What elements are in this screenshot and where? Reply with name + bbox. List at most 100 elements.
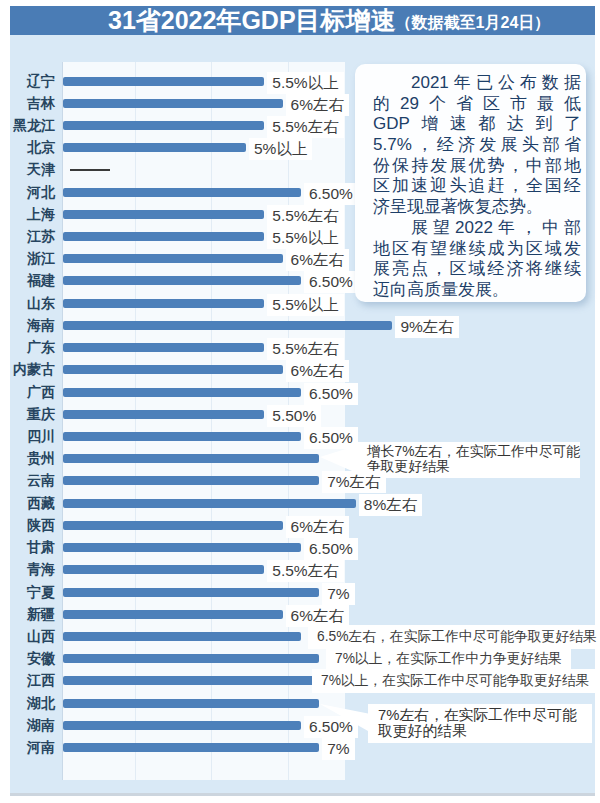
summary-line: 济呈现显著恢复态势。: [373, 197, 581, 218]
province-label: 北京: [0, 139, 55, 157]
province-label: 甘肃: [0, 539, 55, 557]
summary-line: 展亮点，区域经济将继续: [373, 259, 581, 280]
province-label: 重庆: [0, 406, 55, 424]
value-label: 6%左右: [286, 249, 349, 271]
value-label: 5.5%左右: [267, 560, 343, 582]
value-label: 6.50%: [304, 383, 358, 405]
bar: [63, 676, 319, 685]
value-label: 5%以上: [249, 138, 312, 160]
bar: [63, 699, 319, 708]
bar: [63, 121, 264, 130]
bar: [63, 210, 264, 219]
bar: [63, 188, 301, 197]
summary-line: 地区有望继续成为区域发: [373, 239, 581, 260]
province-label: 陕西: [0, 517, 55, 535]
bar: [63, 543, 301, 552]
value-label: 5.50%: [267, 405, 321, 427]
value-label: 6.50%: [304, 538, 358, 560]
province-label: 宁夏: [0, 584, 55, 602]
province-label: 天津: [0, 161, 55, 179]
no-data-dash: [70, 169, 110, 171]
value-label: 5.5%以上: [267, 72, 343, 94]
province-label: 海南: [0, 317, 55, 335]
province-label: 河南: [0, 739, 55, 757]
callout-line: 争取更好结果: [367, 460, 570, 475]
bar: [63, 565, 264, 574]
summary-line: 份保持发展优势，中部地: [373, 156, 581, 177]
callout-line: 7%左右，在实际工作中尽可能: [378, 708, 582, 724]
bar: [63, 610, 283, 619]
province-label: 云南: [0, 472, 55, 490]
value-label: 6.50%: [304, 716, 358, 738]
province-label: 江苏: [0, 228, 55, 246]
province-label: 黑龙江: [0, 117, 55, 135]
value-label: 6.50%: [304, 427, 358, 449]
province-label: 上海: [0, 206, 55, 224]
callout-line: 增长7%左右，在实际工作中尽可能: [367, 445, 570, 460]
bar: [63, 632, 301, 641]
bar: [63, 299, 264, 308]
province-label: 江西: [0, 672, 55, 690]
province-label: 内蒙古: [0, 361, 55, 379]
summary-line: 5.7%，经济发展头部省: [373, 135, 581, 156]
province-label: 福建: [0, 272, 55, 290]
page-title: 31省2022年GDP目标增速: [108, 4, 396, 37]
summary-box: 2021年已公布数据的29个省区市最低GDP增速都达到了5.7%，经济发展头部省…: [355, 64, 586, 302]
bar: [63, 143, 246, 152]
bar: [63, 77, 264, 86]
province-label: 新疆: [0, 606, 55, 624]
title-bar: 31省2022年GDP目标增速 （数据截至1月24日）: [10, 6, 595, 35]
province-label: 山东: [0, 295, 55, 313]
value-label: 5.5%以上: [267, 294, 343, 316]
bar: [63, 343, 264, 352]
value-label: 5.5%以上: [267, 227, 343, 249]
bar: [63, 365, 283, 374]
value-label: 6%左右: [286, 516, 349, 538]
bar: [63, 276, 301, 285]
summary-line: 2021年已公布数据: [373, 73, 581, 94]
province-label: 浙江: [0, 250, 55, 268]
bar: [63, 588, 319, 597]
province-label: 山西: [0, 628, 55, 646]
value-label: 5.5%左右: [267, 205, 343, 227]
summary-line: 展望2022年，中部: [373, 218, 581, 239]
bar: [63, 521, 283, 530]
callout-guizhou: 增长7%左右，在实际工作中尽可能争取更好结果: [352, 442, 580, 478]
province-label: 贵州: [0, 450, 55, 468]
bar: [63, 654, 319, 663]
province-label: 广东: [0, 339, 55, 357]
panel-bottom-edge: [10, 793, 595, 796]
bar: [63, 99, 283, 108]
bar: [63, 232, 264, 241]
bar: [63, 454, 319, 463]
value-label: 6.5%左右，在实际工作中尽可能争取更好结果: [308, 625, 600, 649]
value-label: 6.50%: [304, 271, 358, 293]
province-label: 安徽: [0, 650, 55, 668]
summary-line: GDP增速都达到了: [373, 114, 581, 135]
province-label: 青海: [0, 561, 55, 579]
summary-line: 区加速迎头追赶，全国经: [373, 176, 581, 197]
infographic-page: 31省2022年GDP目标增速 （数据截至1月24日） 辽宁5.5%以上吉林6%…: [0, 0, 600, 803]
province-label: 湖南: [0, 717, 55, 735]
summary-line: 的29个省区市最低: [373, 94, 581, 115]
value-label: 7%左右: [322, 471, 385, 493]
summary-line: 迈向高质量发展。: [373, 280, 581, 301]
value-label: 7%以上，在实际工作中力争更好结果: [326, 647, 571, 671]
bar: [63, 476, 319, 485]
province-label: 西藏: [0, 495, 55, 513]
province-label: 吉林: [0, 95, 55, 113]
value-label: 6%左右: [286, 605, 349, 627]
value-label: 8%左右: [359, 494, 422, 516]
value-label: 5.5%左右: [267, 338, 343, 360]
value-label: 6%左右: [286, 94, 349, 116]
callout-hubei: 7%左右，在实际工作中尽可能取更好的结果: [368, 704, 592, 743]
value-label: 7%: [322, 583, 354, 605]
value-label: 5.5%左右: [267, 116, 343, 138]
value-label: 9%左右: [395, 316, 458, 338]
bar: [63, 743, 319, 752]
bar: [63, 499, 356, 508]
bar: [63, 410, 264, 419]
province-label: 河北: [0, 184, 55, 202]
bar: [63, 432, 301, 441]
callout-line: 取更好的结果: [378, 724, 582, 740]
